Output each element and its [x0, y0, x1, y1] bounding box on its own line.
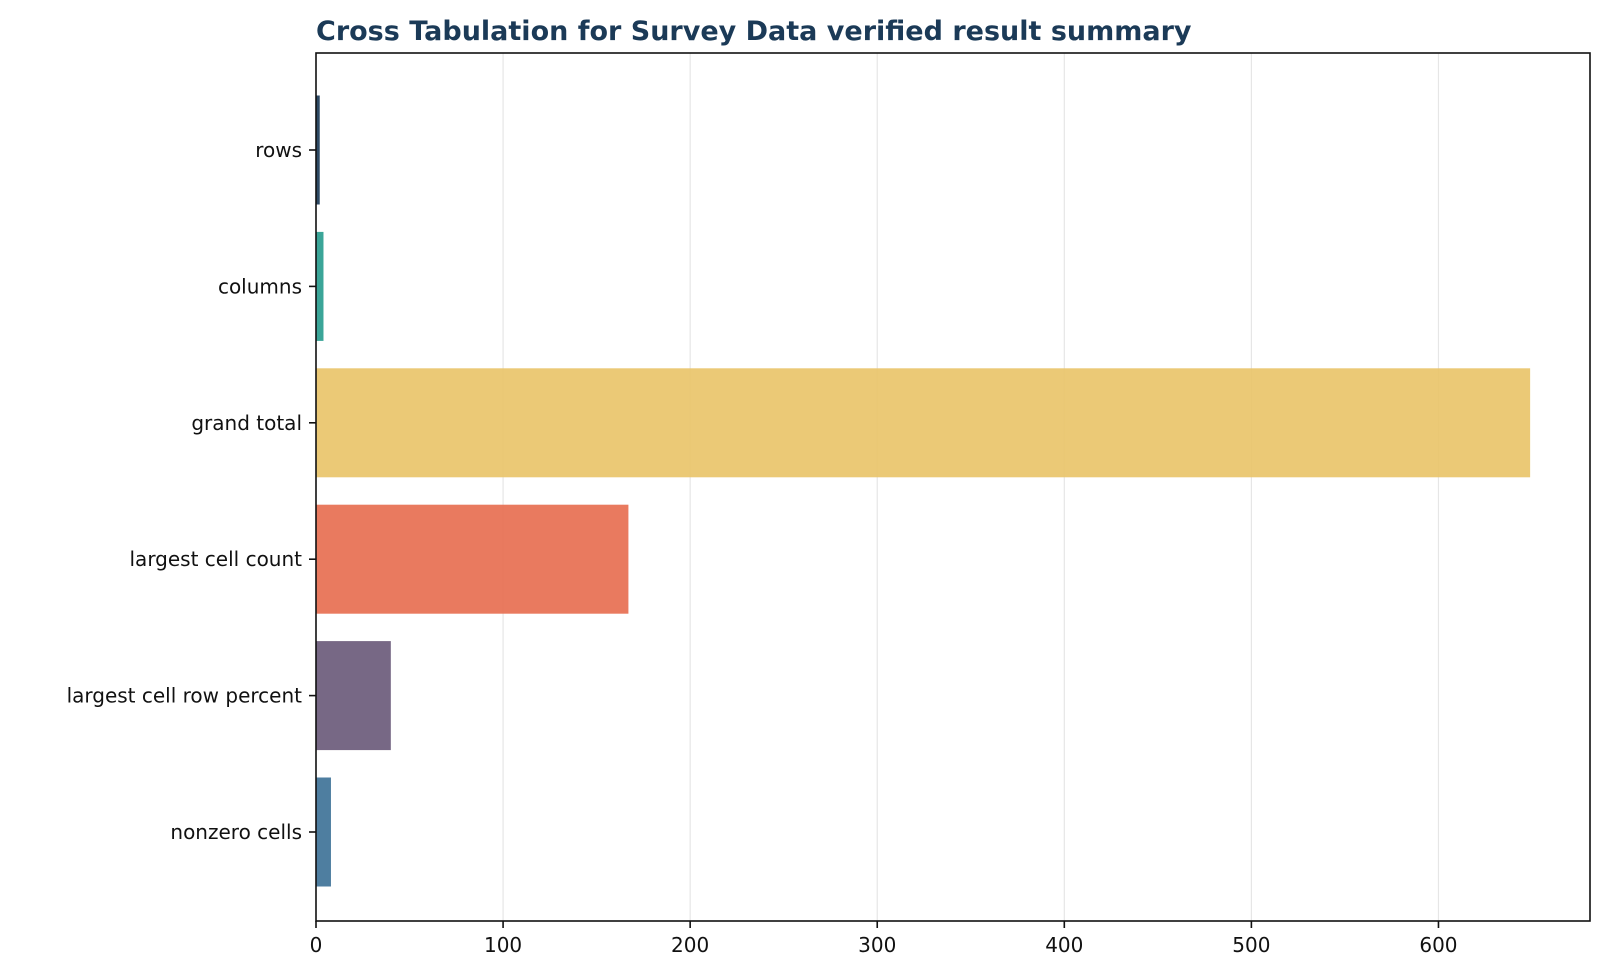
bar-grand-total [316, 368, 1531, 478]
y-tick-label: grand total [191, 411, 302, 435]
chart-title: Cross Tabulation for Survey Data verifie… [316, 16, 1192, 47]
grid-lines [315, 53, 1440, 921]
x-tick-label: 0 [310, 933, 323, 957]
x-tick-label: 500 [1232, 933, 1270, 957]
bar-largest-cell-row-percent [316, 641, 391, 751]
y-tick-label: rows [255, 138, 302, 162]
x-tick-label: 400 [1045, 933, 1083, 957]
bar-columns [316, 231, 324, 341]
bar-largest-cell-count [316, 504, 629, 614]
bars [316, 95, 1531, 887]
y-tick-label: columns [218, 274, 302, 298]
y-tick-label: largest cell row percent [67, 684, 303, 708]
y-axis: rows columns grand total largest cell count… [67, 138, 316, 844]
x-axis: 0 100 200 300 400 500 600 [310, 921, 1458, 957]
plot-area-frame [315, 52, 1591, 922]
y-tick-label: largest cell count [130, 547, 303, 571]
x-tick-label: 100 [484, 933, 522, 957]
x-tick-label: 600 [1419, 933, 1457, 957]
x-tick-label: 300 [858, 933, 896, 957]
x-tick-label: 200 [671, 933, 709, 957]
bar-nonzero-cells [316, 777, 331, 887]
bar-rows [316, 95, 320, 205]
y-tick-label: nonzero cells [170, 820, 302, 844]
